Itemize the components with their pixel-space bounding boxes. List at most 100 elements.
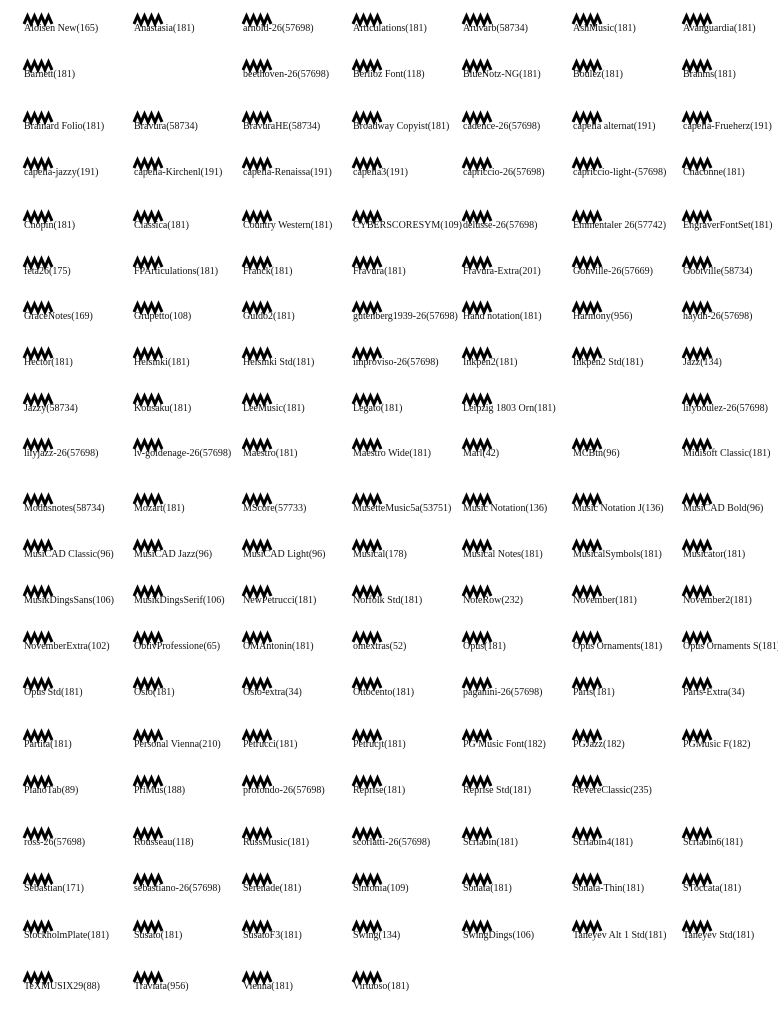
glyph-sample	[241, 492, 273, 508]
font-label: LeeMusic(181)	[243, 403, 305, 414]
font-label: capella-jazzy(191)	[24, 167, 98, 178]
font-label: Guido2(181)	[243, 311, 295, 322]
font-label: haydn-26(57698)	[683, 311, 752, 322]
font-label: CYBERSCORESYM(109)	[353, 220, 462, 231]
glyph-sample	[681, 676, 713, 692]
glyph-sample	[461, 774, 493, 790]
glyph-sample	[22, 110, 54, 126]
glyph-sample	[241, 346, 273, 362]
font-label: Brainard Folio(181)	[24, 121, 104, 132]
glyph-sample	[351, 584, 383, 600]
font-label: arnold-26(57698)	[243, 23, 314, 34]
font-label: Musical Notes(181)	[463, 549, 543, 560]
font-label: BlueNotz-NG(181)	[463, 69, 541, 80]
glyph-sample	[351, 255, 383, 271]
glyph-sample	[571, 584, 603, 600]
font-label: Modusnotes(58734)	[24, 503, 105, 514]
font-label: Gonville-26(57669)	[573, 266, 653, 277]
font-label: Legato(181)	[353, 403, 402, 414]
glyph-sample	[461, 110, 493, 126]
font-label: Classica(181)	[134, 220, 189, 231]
glyph-sample	[681, 872, 713, 888]
glyph-sample	[241, 584, 273, 600]
glyph-sample	[351, 919, 383, 935]
font-label: StockholmPlate(181)	[24, 930, 109, 941]
glyph-sample	[241, 728, 273, 744]
glyph-sample	[571, 110, 603, 126]
font-label: MScore(57733)	[243, 503, 306, 514]
font-label: Swing(134)	[353, 930, 400, 941]
font-label: Vienna(181)	[243, 981, 293, 992]
font-label: Partita(181)	[24, 739, 72, 750]
font-label: Reprise Std(181)	[463, 785, 531, 796]
font-label: SToccata(181)	[683, 883, 741, 894]
glyph-sample	[681, 538, 713, 554]
font-label: MusikDingsSerif(106)	[134, 595, 225, 606]
glyph-sample	[241, 538, 273, 554]
glyph-sample	[571, 12, 603, 28]
font-label: Anastasia(181)	[134, 23, 195, 34]
glyph-sample	[681, 630, 713, 646]
font-label: Inkpen2(181)	[463, 357, 517, 368]
font-label: paganini-26(57698)	[463, 687, 542, 698]
glyph-sample	[681, 492, 713, 508]
font-label: MusiCAD Light(96)	[243, 549, 326, 560]
glyph-sample	[132, 919, 164, 935]
font-label: cadence-26(57698)	[463, 121, 540, 132]
glyph-sample	[132, 676, 164, 692]
glyph-sample	[571, 728, 603, 744]
font-label: Susato(181)	[134, 930, 182, 941]
glyph-sample	[461, 392, 493, 408]
glyph-sample	[571, 826, 603, 842]
font-label: Sebastian(171)	[24, 883, 84, 894]
glyph-sample	[132, 492, 164, 508]
font-label: RussMusic(181)	[243, 837, 309, 848]
glyph-sample	[22, 826, 54, 842]
glyph-sample	[571, 437, 603, 453]
glyph-sample	[132, 156, 164, 172]
glyph-sample	[351, 872, 383, 888]
font-label: capella alternat(191)	[573, 121, 655, 132]
font-label: Grupetto(108)	[134, 311, 191, 322]
glyph-sample	[132, 584, 164, 600]
glyph-sample	[351, 12, 383, 28]
glyph-sample	[22, 255, 54, 271]
glyph-sample	[132, 538, 164, 554]
glyph-sample	[241, 110, 273, 126]
glyph-sample	[461, 676, 493, 692]
font-label: feta26(175)	[24, 266, 71, 277]
font-label: Chopin(181)	[24, 220, 75, 231]
glyph-sample	[241, 156, 273, 172]
font-label: Paris(181)	[573, 687, 615, 698]
font-label: capella-Kirchenl(191)	[134, 167, 222, 178]
font-label: Hand notation(181)	[463, 311, 542, 322]
font-label: NoteRow(232)	[463, 595, 523, 606]
glyph-sample	[351, 774, 383, 790]
font-label: Articulations(181)	[353, 23, 427, 34]
font-label: Chaconne(181)	[683, 167, 745, 178]
glyph-sample	[351, 630, 383, 646]
font-label: Petrucci(181)	[243, 739, 297, 750]
font-label: ross-26(57698)	[24, 837, 85, 848]
glyph-sample	[22, 492, 54, 508]
glyph-sample	[22, 584, 54, 600]
glyph-sample	[241, 676, 273, 692]
glyph-sample	[681, 110, 713, 126]
font-label: Fravura(181)	[353, 266, 406, 277]
glyph-sample	[571, 919, 603, 935]
glyph-sample	[461, 255, 493, 271]
font-label: Leipzig 1803 Orn(181)	[463, 403, 556, 414]
font-label: OMAntonin(181)	[243, 641, 314, 652]
font-label: profondo-26(57698)	[243, 785, 325, 796]
glyph-sample	[241, 437, 273, 453]
font-label: Jazz(134)	[683, 357, 722, 368]
glyph-sample	[461, 919, 493, 935]
font-label: Opus(181)	[463, 641, 506, 652]
glyph-sample	[241, 392, 273, 408]
font-label: MusetteMusic5a(53751)	[353, 503, 451, 514]
glyph-sample	[461, 346, 493, 362]
glyph-sample	[571, 492, 603, 508]
glyph-sample	[22, 209, 54, 225]
glyph-sample	[461, 538, 493, 554]
glyph-sample	[461, 728, 493, 744]
